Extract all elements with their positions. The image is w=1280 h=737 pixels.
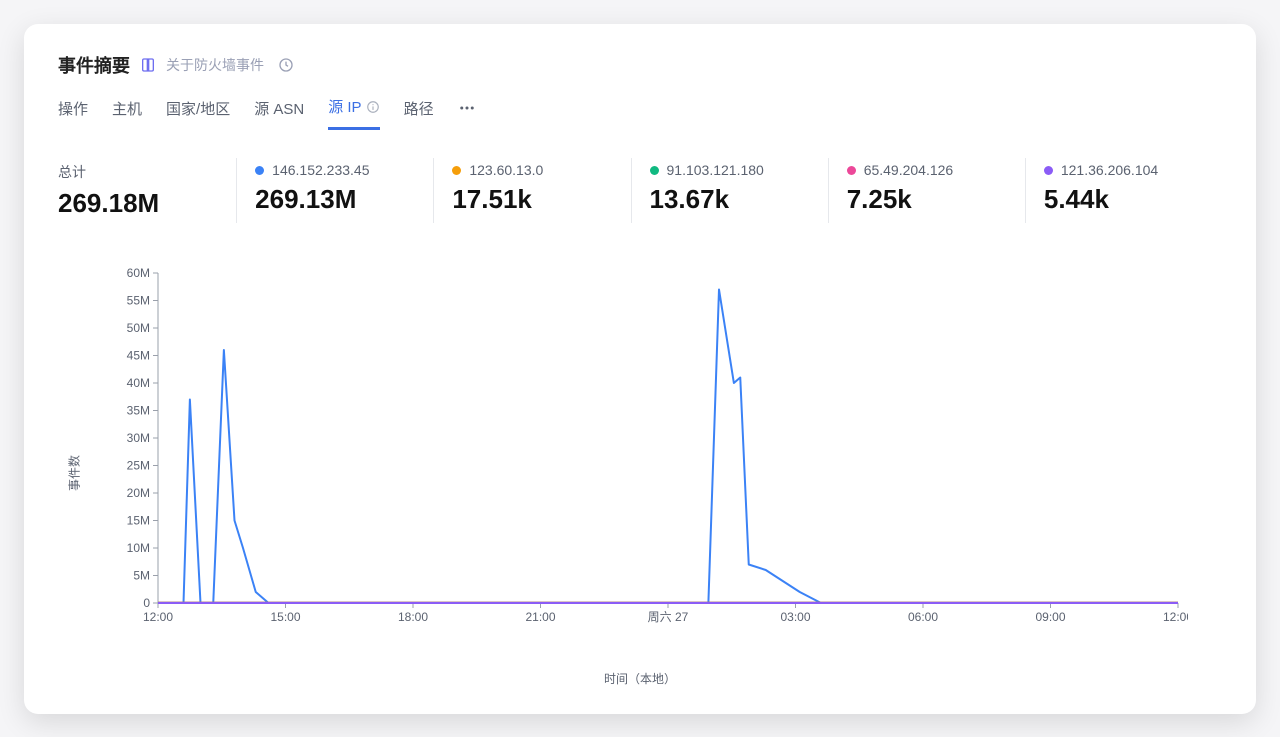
header: 事件摘要 关于防火墙事件: [58, 52, 1222, 78]
legend-dot: [255, 166, 264, 175]
stat-label: 121.36.206.104: [1061, 162, 1158, 178]
tabs: 操作 主机 国家/地区 源 ASN 源 IP 路径: [58, 96, 1222, 130]
dashboard-card: 事件摘要 关于防火墙事件 操作 主机 国家/地区 源 ASN 源 IP 路径 总计 269.…: [24, 24, 1256, 714]
clock-icon: [278, 57, 294, 73]
svg-text:03:00: 03:00: [780, 610, 810, 624]
svg-text:45M: 45M: [127, 349, 150, 363]
svg-text:30M: 30M: [127, 431, 150, 445]
about-firewall-link[interactable]: 关于防火墙事件: [166, 55, 264, 75]
info-icon: [366, 100, 380, 114]
series-line: [158, 290, 1178, 604]
y-axis-label: 事件数: [66, 455, 83, 491]
svg-text:21:00: 21:00: [525, 610, 555, 624]
stat-value: 7.25k: [847, 184, 1025, 215]
stat-1: 123.60.13.0 17.51k: [433, 158, 630, 223]
stats-row: 总计269.18M146.152.233.45269.13M123.60.13.…: [58, 158, 1222, 223]
tab-label: 主机: [112, 98, 142, 119]
stat-label: 91.103.121.180: [667, 162, 764, 178]
stat-value: 269.13M: [255, 184, 433, 215]
svg-text:55M: 55M: [127, 294, 150, 308]
stat-3: 65.49.204.126 7.25k: [828, 158, 1025, 223]
legend-dot: [650, 166, 659, 175]
book-icon: [140, 57, 156, 73]
chart-container: 事件数 0 5M 10M 15M 20M 25M 30M 35M 40M 45M 50M 55M 60M…: [58, 263, 1222, 683]
legend-dot: [847, 166, 856, 175]
events-chart: 0 5M 10M 15M 20M 25M 30M 35M 40M 45M 50M 55M 60M 12:0…: [108, 263, 1188, 663]
svg-text:15M: 15M: [127, 514, 150, 528]
svg-text:25M: 25M: [127, 459, 150, 473]
tab-2[interactable]: 国家/地区: [166, 98, 230, 129]
svg-text:50M: 50M: [127, 321, 150, 335]
svg-text:12:00: 12:00: [143, 610, 173, 624]
svg-text:20M: 20M: [127, 486, 150, 500]
page-title: 事件摘要: [58, 52, 130, 78]
tab-more[interactable]: [458, 99, 476, 127]
tab-label: 路径: [404, 98, 434, 119]
x-axis-label: 时间（本地）: [604, 670, 676, 687]
tab-4[interactable]: 源 IP: [328, 96, 379, 130]
stat-value: 5.44k: [1044, 184, 1222, 215]
stat-label: 65.49.204.126: [864, 162, 954, 178]
svg-text:5M: 5M: [133, 569, 150, 583]
svg-text:35M: 35M: [127, 404, 150, 418]
tab-label: 操作: [58, 98, 88, 119]
svg-text:09:00: 09:00: [1035, 610, 1065, 624]
svg-text:15:00: 15:00: [270, 610, 300, 624]
tab-3[interactable]: 源 ASN: [254, 98, 304, 129]
tab-1[interactable]: 主机: [112, 98, 142, 129]
stat-label: 总计: [58, 162, 86, 182]
tab-0[interactable]: 操作: [58, 98, 88, 129]
more-icon: [458, 99, 476, 117]
stat-0: 146.152.233.45 269.13M: [236, 158, 433, 223]
tab-5[interactable]: 路径: [404, 98, 434, 129]
stat-value: 17.51k: [452, 184, 630, 215]
legend-dot: [452, 166, 461, 175]
svg-text:40M: 40M: [127, 376, 150, 390]
legend-dot: [1044, 166, 1053, 175]
stat-4: 121.36.206.104 5.44k: [1025, 158, 1222, 223]
stat-label: 146.152.233.45: [272, 162, 369, 178]
stat-2: 91.103.121.180 13.67k: [631, 158, 828, 223]
svg-text:12:00: 12:00: [1163, 610, 1188, 624]
stat-value: 269.18M: [58, 188, 236, 219]
svg-text:60M: 60M: [127, 266, 150, 280]
stat-value: 13.67k: [650, 184, 828, 215]
stat-label: 123.60.13.0: [469, 162, 543, 178]
stat-total: 总计 269.18M: [58, 158, 236, 223]
tab-label: 源 IP: [328, 96, 361, 117]
tab-label: 源 ASN: [254, 98, 304, 119]
svg-text:0: 0: [143, 596, 150, 610]
svg-text:18:00: 18:00: [398, 610, 428, 624]
svg-text:06:00: 06:00: [908, 610, 938, 624]
svg-text:10M: 10M: [127, 541, 150, 555]
svg-text:周六 27: 周六 27: [648, 610, 689, 624]
tab-label: 国家/地区: [166, 98, 230, 119]
